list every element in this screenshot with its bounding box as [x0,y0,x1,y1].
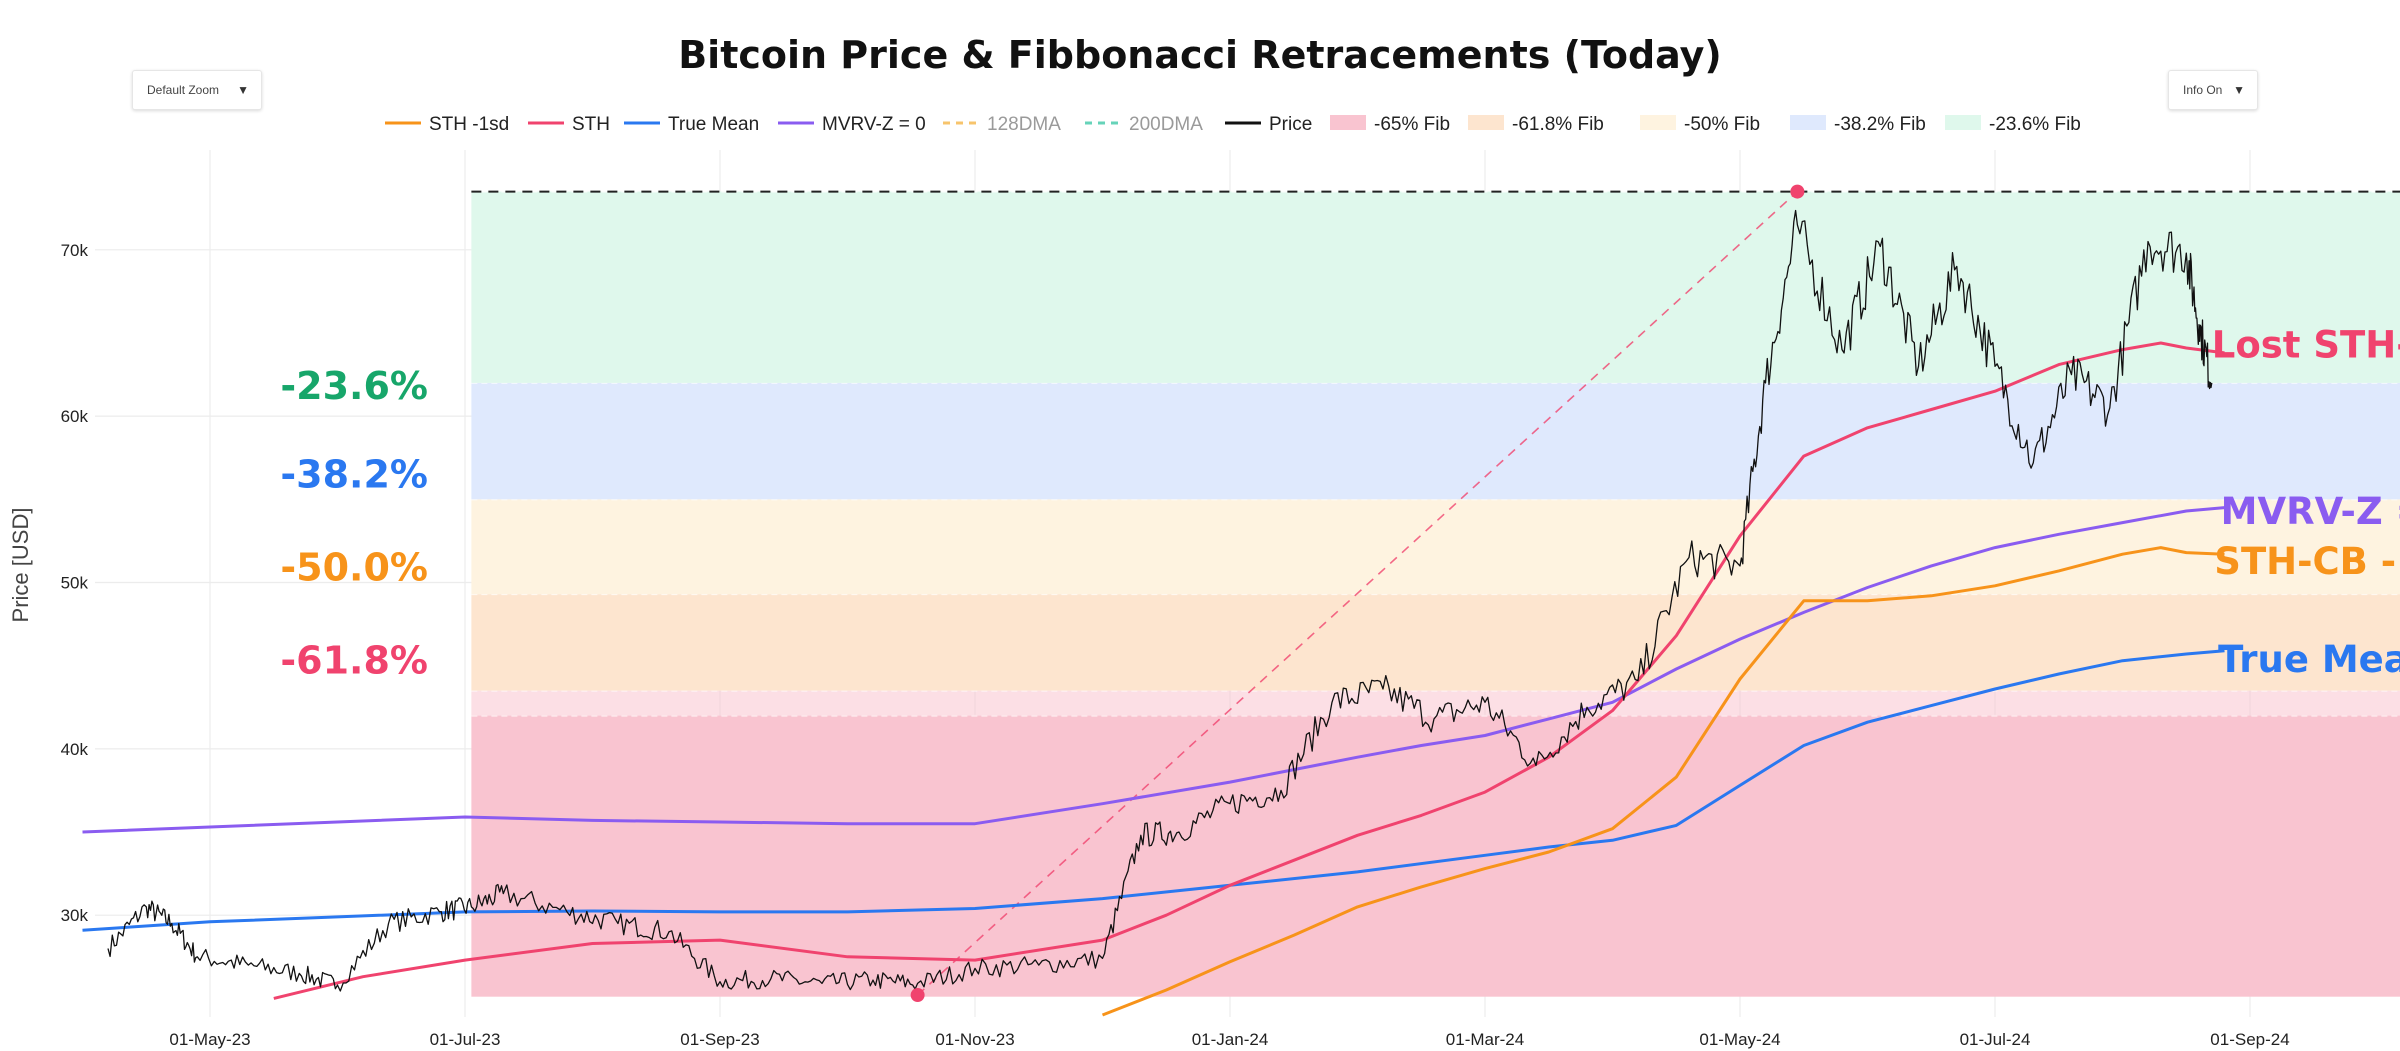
series-line-mvrv_z [82,506,2225,834]
legend-item-fib_618[interactable]: -61.8% Fib [1468,114,1604,135]
legend-item-fib_236[interactable]: -23.6% Fib [1945,114,2081,135]
annotation-label: MVRV-Z = $54.5k [2221,490,2400,533]
legend-swatch [1945,115,1981,130]
y-axis-title: Price [USD] [8,508,33,623]
fib-band-fib_65 [471,715,2400,997]
series-line-sth [273,341,2225,1000]
legend-label: 128DMA [987,114,1061,135]
legend-swatch [1468,115,1504,130]
info-dropdown[interactable]: Info On ▼ [2168,70,2258,110]
x-tick-label: 01-Sep-24 [2210,1030,2289,1049]
zoom-dropdown[interactable]: Default Zoom ▼ [132,70,262,110]
x-tick-label: 01-Jul-24 [1960,1030,2031,1049]
axis-ticks: 01-May-23 01-Jul-23 01-Sep-23 01-Nov-23 01-J… [61,241,2290,1049]
swing-point-marker [1790,184,1805,199]
fib_label_236: -23.6% [280,364,428,408]
annotation-label: STH-CB -1σ = $51.7k [2214,540,2400,583]
annotation-label: True Mean = $45.9k [2218,638,2400,681]
legend-label: STH [572,114,610,135]
legend-swatch [1640,115,1676,130]
x-tick-label: 01-Sep-23 [680,1030,759,1049]
fib-band-fib_50 [471,499,2400,595]
series-lines [82,184,2225,1017]
swing-point-marker [910,988,925,1003]
legend: STH -1sd STH True Mean MVRV-Z = 0 128DMA 200D… [385,114,2081,135]
fib-swing-line [917,190,1798,996]
series-line-sth_1sd [1101,546,2225,1017]
y-tick-label: 70k [61,241,89,260]
fib-band-fib_618 [471,594,2400,691]
legend-label: MVRV-Z = 0 [822,114,926,135]
legend-item-fib_65[interactable]: -65% Fib [1330,114,1450,135]
y-tick-label: 50k [61,574,89,593]
legend-label: Price [1269,114,1312,135]
legend-label: True Mean [668,114,759,135]
fib_label_618: -61.8% [280,639,428,683]
x-tick-label: 01-Mar-24 [1446,1030,1524,1049]
fib-band-fib_382 [471,382,2400,500]
fib_label_50: -50.0% [280,546,428,590]
legend-item-fib_382[interactable]: -38.2% Fib [1790,114,1926,135]
legend-item-dma128[interactable]: 128DMA [943,114,1061,135]
fib-labels: -23.6% -38.2% -50.0% -61.8% [280,364,428,682]
fib_label_382: -38.2% [280,452,428,496]
y-tick-label: 30k [61,906,89,925]
x-tick-label: 01-Jul-23 [430,1030,501,1049]
legend-item-sth[interactable]: STH [528,114,610,135]
caret-down-icon: ▼ [237,83,249,97]
legend-label: -38.2% Fib [1834,114,1926,135]
legend-label: -61.8% Fib [1512,114,1604,135]
y-tick-label: 40k [61,740,89,759]
fib-band-fib_236 [471,191,2400,383]
legend-item-true_mean[interactable]: True Mean [624,114,759,135]
legend-item-price[interactable]: Price [1225,114,1312,135]
legend-label: -65% Fib [1374,114,1450,135]
legend-swatch [1330,115,1366,130]
annotations: Lost STH-CB = $63.8k MVRV-Z = $54.5k STH-C… [2212,324,2400,681]
x-tick-label: 01-Nov-23 [935,1030,1014,1049]
x-tick-label: 01-May-23 [169,1030,250,1049]
legend-item-sth_1sd[interactable]: STH -1sd [385,114,509,135]
legend-item-mvrv_z[interactable]: MVRV-Z = 0 [778,114,926,135]
legend-label: STH -1sd [429,114,509,135]
caret-down-icon: ▼ [2233,83,2245,97]
zoom-dropdown-label: Default Zoom [147,83,220,97]
x-tick-label: 01-May-24 [1699,1030,1780,1049]
annotation-label: Lost STH-CB = $63.8k [2212,324,2400,367]
x-tick-label: 01-Jan-24 [1192,1030,1269,1049]
legend-item-dma200[interactable]: 200DMA [1085,114,1203,135]
legend-item-fib_50[interactable]: -50% Fib [1640,114,1760,135]
fib-bands [471,190,2400,997]
legend-label: 200DMA [1129,114,1203,135]
legend-label: -23.6% Fib [1989,114,2081,135]
y-tick-label: 60k [61,407,89,426]
series-line-price [107,209,2213,992]
chart-title: Bitcoin Price & Fibbonacci Retracements … [678,33,1722,77]
fib-band-fib_65 [471,690,2400,716]
legend-swatch [1790,115,1826,130]
legend-label: -50% Fib [1684,114,1760,135]
info-dropdown-label: Info On [2183,83,2223,97]
